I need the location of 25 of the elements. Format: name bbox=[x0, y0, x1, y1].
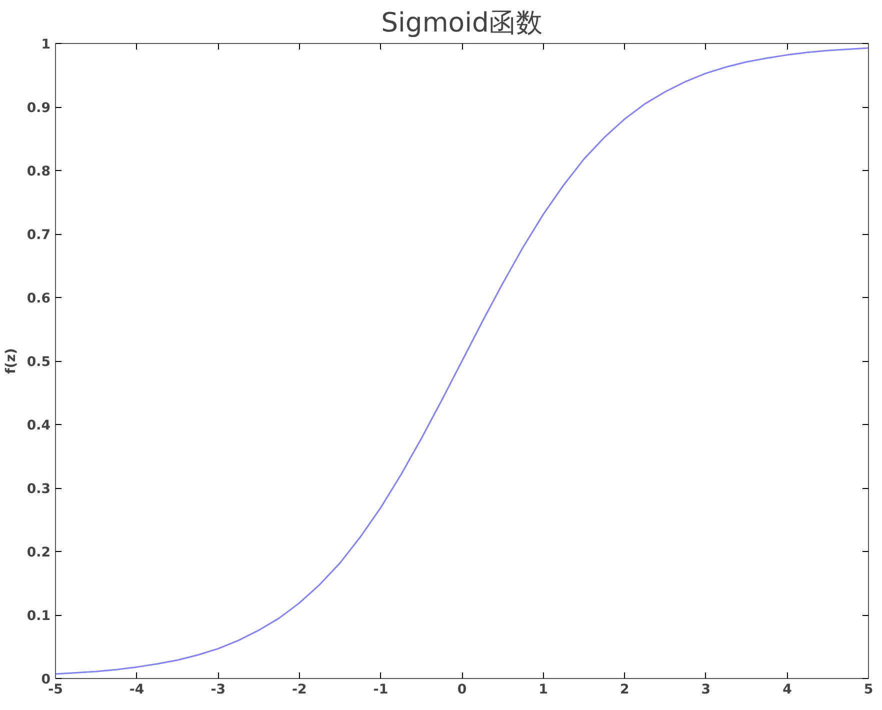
y-tick-label: 1 bbox=[41, 38, 51, 52]
y-tick-label: 0.6 bbox=[26, 292, 51, 306]
x-tick-label: 1 bbox=[538, 682, 548, 698]
x-tick-label: -5 bbox=[48, 682, 63, 698]
y-tick-label: 0 bbox=[41, 672, 51, 688]
y-tick-label: 0.2 bbox=[26, 546, 51, 560]
y-tick-label: 0.7 bbox=[26, 228, 51, 243]
y-tick-label: 0.1 bbox=[26, 609, 51, 624]
x-tick-label: 4 bbox=[782, 682, 792, 698]
x-tick-label: 0 bbox=[457, 682, 467, 698]
x-tick-label: -3 bbox=[210, 682, 226, 698]
x-tick-label: -1 bbox=[373, 682, 388, 698]
y-axis-title: f(z) bbox=[4, 348, 19, 374]
y-tick-label: 0.9 bbox=[26, 101, 51, 116]
x-tick-label: 5 bbox=[864, 682, 874, 698]
y-tick-label: 0.4 bbox=[26, 418, 51, 434]
y-tick-label: 0.5 bbox=[26, 355, 51, 370]
x-tick-label: 3 bbox=[701, 682, 711, 698]
x-tick-label: -4 bbox=[129, 682, 144, 698]
y-tick-label: 0.8 bbox=[26, 164, 51, 180]
x-tick-label: -2 bbox=[292, 682, 307, 698]
y-tick-label: 0.3 bbox=[26, 482, 51, 497]
line-series bbox=[56, 47, 868, 675]
x-tick-label: 2 bbox=[620, 682, 630, 698]
chart-title: Sigmoid函数 bbox=[381, 8, 543, 38]
